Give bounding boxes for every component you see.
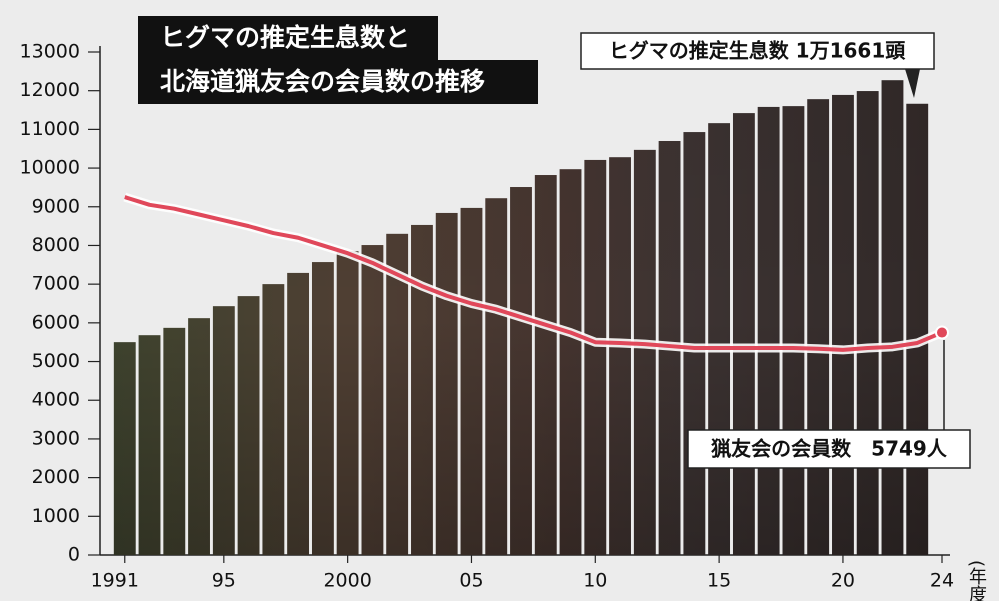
x-tick-label: 05 bbox=[459, 570, 483, 592]
y-tick-label: 1000 bbox=[32, 505, 80, 527]
bar-shade bbox=[311, 262, 334, 555]
bar-group bbox=[633, 149, 656, 555]
bar-group bbox=[435, 212, 458, 555]
annotation-pointer bbox=[905, 69, 920, 98]
bar-shade bbox=[807, 99, 830, 555]
bar-shade bbox=[336, 251, 359, 555]
annotation-box bbox=[580, 32, 935, 70]
y-tick-label: 11000 bbox=[20, 118, 80, 140]
bar-group bbox=[163, 327, 186, 555]
y-tick-label: 3000 bbox=[32, 427, 80, 449]
line bbox=[124, 195, 943, 352]
bar-group bbox=[609, 157, 631, 555]
bar-shade bbox=[163, 327, 186, 555]
annotation: 猟友会の会員数 5749人 bbox=[710, 437, 948, 461]
y-tick-label: 6000 bbox=[32, 311, 80, 333]
bar-shade bbox=[113, 342, 136, 555]
y-tick-label: 8000 bbox=[32, 234, 80, 256]
annotation: ヒグマの推定生息数 1万1661頭 bbox=[609, 39, 907, 63]
bar-group bbox=[906, 103, 929, 556]
bar-group bbox=[262, 284, 285, 555]
bar-shade bbox=[832, 94, 854, 556]
bar-shade bbox=[757, 106, 780, 555]
bar-shade bbox=[435, 212, 458, 555]
bar-shade bbox=[361, 245, 384, 555]
bar-group bbox=[534, 175, 557, 555]
x-tick-label: 24 bbox=[930, 570, 954, 592]
bar-shade bbox=[212, 306, 235, 555]
bar-group bbox=[782, 106, 805, 556]
bar-shade bbox=[485, 198, 508, 555]
bar-group bbox=[460, 207, 483, 555]
x-tick-label: 95 bbox=[212, 570, 236, 592]
bar-group bbox=[287, 272, 310, 555]
bar-shade bbox=[237, 296, 260, 555]
bar-group bbox=[732, 113, 755, 555]
y-tick-label: 2000 bbox=[32, 466, 80, 488]
bar-group bbox=[807, 99, 830, 555]
bar-group bbox=[559, 169, 582, 556]
chart-title: ヒグマの推定生息数と bbox=[160, 23, 410, 52]
bar-shade bbox=[584, 159, 607, 555]
bar-shade bbox=[782, 106, 805, 556]
y-tick-label: 4000 bbox=[32, 389, 80, 411]
bar-group bbox=[336, 251, 359, 555]
bar-shade bbox=[708, 123, 731, 555]
x-tick-label: 20 bbox=[831, 570, 855, 592]
x-tick-label: 1991 bbox=[91, 570, 139, 592]
bar-shade bbox=[732, 113, 755, 555]
bar-group bbox=[138, 335, 161, 555]
bar-group bbox=[188, 318, 210, 555]
bar-shade bbox=[534, 175, 557, 555]
bar-group bbox=[584, 159, 607, 555]
bar-shade bbox=[633, 149, 656, 555]
bar-group bbox=[510, 187, 532, 556]
x-tick-label: 15 bbox=[707, 570, 731, 592]
x-axis-unit: (年度) bbox=[966, 560, 987, 601]
bar-group bbox=[411, 224, 433, 555]
bar-shade bbox=[262, 284, 285, 555]
annotation-box bbox=[687, 429, 971, 469]
bar-shade bbox=[287, 272, 310, 555]
bar-shade bbox=[188, 318, 210, 555]
bar-shade bbox=[559, 169, 582, 556]
bar-group bbox=[856, 91, 879, 556]
bar-shade bbox=[138, 335, 161, 555]
chart-title: 北海道猟友会の会員数の推移 bbox=[160, 67, 485, 96]
bar-shade bbox=[609, 157, 631, 555]
y-tick-label: 13000 bbox=[20, 41, 80, 63]
bar-group bbox=[757, 106, 780, 555]
bar-group bbox=[361, 245, 384, 555]
line-end-dot bbox=[935, 325, 949, 340]
bar-shade bbox=[906, 103, 929, 556]
bar-shade bbox=[460, 207, 483, 555]
bar-group bbox=[386, 233, 409, 555]
bar-shade bbox=[386, 233, 409, 555]
bar-group bbox=[237, 296, 260, 555]
bar-shade bbox=[856, 91, 879, 556]
bar-shade bbox=[510, 187, 532, 556]
bar-shade bbox=[411, 224, 433, 555]
y-tick-label: 12000 bbox=[20, 79, 80, 101]
y-tick-label: 7000 bbox=[32, 273, 80, 295]
bar-shade bbox=[881, 80, 904, 555]
bar-group bbox=[311, 262, 334, 555]
x-tick-label: 10 bbox=[583, 570, 607, 592]
x-tick-label: 2000 bbox=[323, 570, 371, 592]
y-tick-label: 0 bbox=[68, 544, 80, 566]
title-box bbox=[138, 16, 438, 60]
y-tick-label: 10000 bbox=[20, 157, 80, 179]
y-tick-label: 5000 bbox=[32, 350, 80, 372]
y-tick-label: 9000 bbox=[32, 195, 80, 217]
bar-group bbox=[113, 342, 136, 555]
bar-group bbox=[832, 94, 854, 556]
plot-area: 0100020003000400050006000700080009000100… bbox=[20, 41, 955, 592]
bar-group bbox=[212, 306, 235, 555]
title-box bbox=[138, 60, 538, 104]
bar-group bbox=[708, 123, 731, 555]
bar-group bbox=[485, 198, 508, 555]
bar-group bbox=[881, 80, 904, 555]
